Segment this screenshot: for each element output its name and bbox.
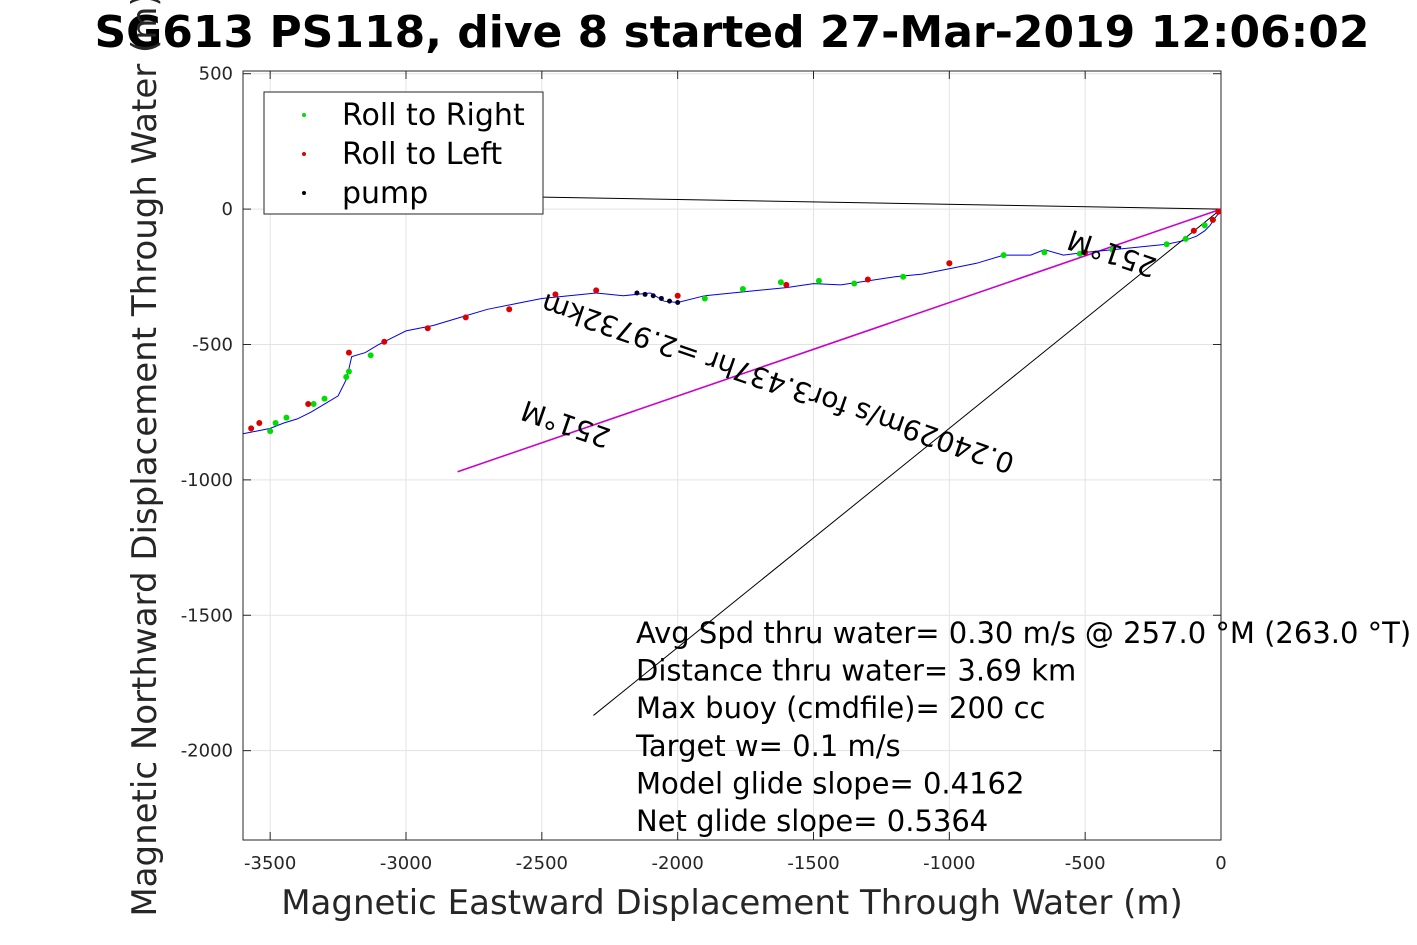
roll-right-point: [851, 280, 858, 287]
roll-right-point: [367, 352, 374, 359]
pump-point: [667, 298, 673, 304]
annotation-line: Avg Spd thru water= 0.30 m/s @ 257.0 °M …: [636, 616, 1411, 650]
roll-left-point: [462, 314, 469, 321]
roll-left-point: [783, 281, 790, 288]
roll-right-point: [1076, 250, 1083, 257]
pump-point: [675, 300, 681, 306]
annotations: Avg Spd thru water= 0.30 m/s @ 257.0 °M …: [635, 616, 1411, 838]
x-tick-label: -1500: [787, 853, 839, 874]
annotation-line: Max buoy (cmdfile)= 200 cc: [636, 691, 1045, 725]
annotation-line: Model glide slope= 0.4162: [636, 766, 1024, 800]
x-tick-label: -2000: [652, 853, 704, 874]
y-tick-label: -2000: [181, 741, 233, 762]
pump-point: [650, 293, 656, 299]
x-tick-label: -1000: [923, 853, 975, 874]
pump-point: [658, 295, 664, 301]
roll-left-point: [1082, 249, 1089, 256]
legend-label: Roll to Left: [342, 137, 502, 172]
y-axis-ticks: 500 0 -500 -1000 -1500 -2000: [181, 64, 1221, 762]
annotation-line: Target w= 0.1 m/s: [635, 729, 901, 763]
x-tick-label: -500: [1065, 853, 1106, 874]
x-tick-label: -3500: [244, 853, 296, 874]
legend-marker: [302, 113, 306, 117]
roll-left-point: [381, 338, 388, 345]
roll-right-point: [1000, 252, 1007, 259]
track-markers: [248, 208, 1222, 435]
roll-left-point: [1209, 216, 1216, 223]
roll-right-point: [1182, 235, 1189, 242]
roll-right-point: [739, 285, 746, 292]
roll-left-point: [946, 260, 953, 267]
roll-right-point: [1041, 249, 1048, 256]
roll-left-point: [593, 287, 600, 294]
roll-right-point: [900, 273, 907, 280]
pump-point: [642, 291, 648, 297]
current-line-short: [528, 196, 1222, 210]
y-tick-label: -1000: [181, 470, 233, 491]
roll-left-point: [1190, 227, 1197, 234]
legend: Roll to Right Roll to Left pump: [263, 91, 544, 215]
legend-marker: [302, 152, 306, 156]
roll-right-point: [343, 373, 350, 380]
roll-left-point: [506, 306, 513, 313]
legend-box: [263, 91, 544, 215]
x-tick-label: 0: [1215, 853, 1226, 874]
roll-right-point: [272, 420, 279, 427]
chart-title: SG613 PS118, dive 8 started 27-Mar-2019 …: [94, 7, 1369, 58]
legend-marker: [302, 191, 306, 195]
roll-left-point: [1215, 208, 1222, 215]
roll-left-point: [424, 325, 431, 332]
roll-right-point: [1163, 241, 1170, 248]
roll-right-point: [815, 277, 822, 284]
roll-left-point: [256, 420, 263, 427]
y-tick-label: -500: [192, 334, 233, 355]
y-tick-label: 0: [222, 199, 233, 220]
annotation-line: Distance thru water= 3.69 km: [636, 654, 1076, 688]
y-tick-label: 500: [199, 64, 233, 85]
x-axis-label: Magnetic Eastward Displacement Through W…: [281, 883, 1183, 923]
roll-right-point: [310, 401, 317, 408]
legend-label: pump: [342, 176, 428, 211]
roll-right-point: [777, 279, 784, 286]
legend-label: Roll to Right: [342, 98, 525, 133]
roll-left-point: [345, 349, 352, 356]
roll-right-point: [1109, 246, 1116, 253]
roll-left-point: [674, 292, 681, 299]
roll-right-point: [267, 428, 274, 435]
roll-right-point: [345, 368, 352, 375]
x-tick-label: -3000: [380, 853, 432, 874]
annotation-line: Net glide slope= 0.5364: [636, 804, 988, 838]
roll-left-point: [248, 425, 255, 432]
roll-right-point: [701, 295, 708, 302]
y-axis-label: Magnetic Northward Displacement Through …: [125, 0, 165, 917]
x-tick-label: -2500: [516, 853, 568, 874]
roll-right-point: [321, 395, 328, 402]
roll-right-point: [283, 414, 290, 421]
y-tick-label: -1500: [181, 605, 233, 626]
roll-left-point: [864, 276, 871, 283]
roll-left-point: [305, 401, 312, 408]
x-axis-ticks: -3500 -3000 -2500 -2000 -1500 -1000 -500 0: [244, 71, 1227, 874]
roll-right-point: [1201, 222, 1208, 229]
current-line-long: [593, 208, 1222, 716]
heading-line: [457, 208, 1222, 473]
pump-point: [634, 290, 640, 296]
plot-area-border: [242, 70, 1222, 841]
roll-left-point: [552, 291, 559, 298]
